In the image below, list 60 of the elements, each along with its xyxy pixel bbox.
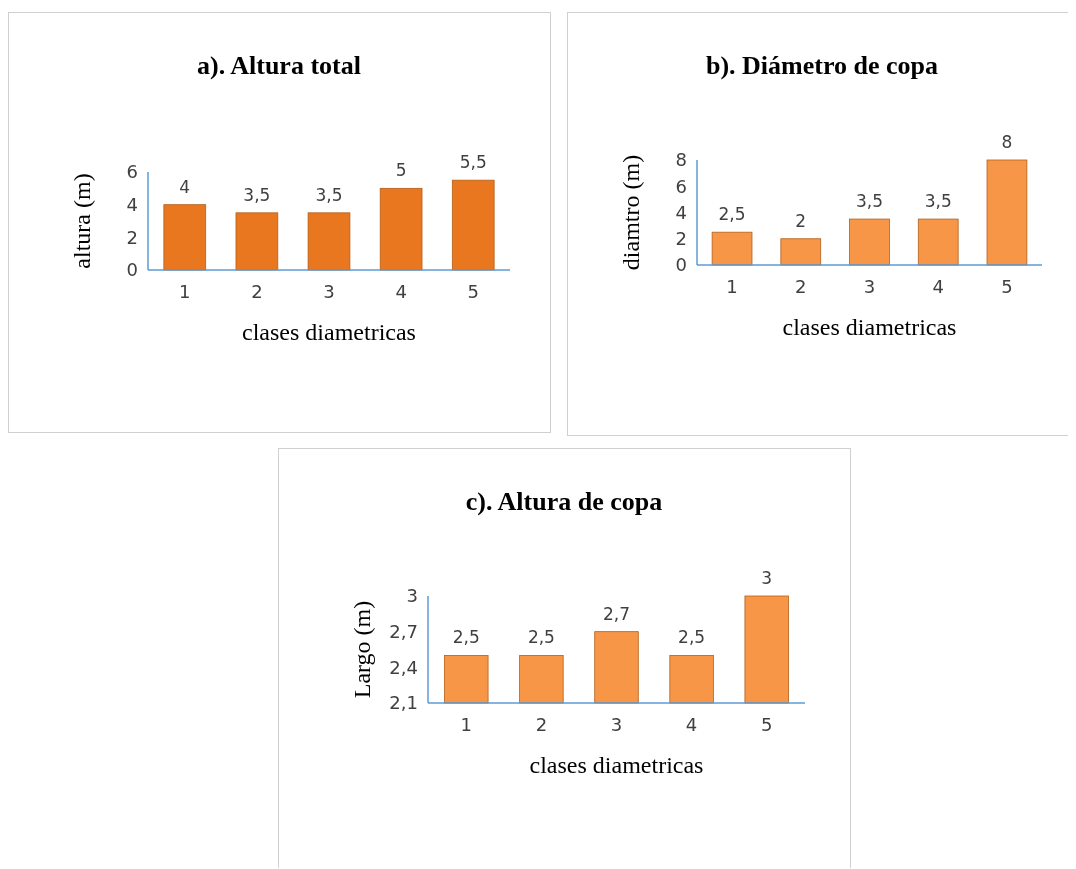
x-tick-label: 1 (726, 276, 738, 297)
y-tick-label: 2,7 (389, 620, 418, 642)
y-tick-label: 4 (675, 201, 687, 223)
x-tick-label: 1 (460, 714, 473, 735)
y-axis-title: Largo (m) (349, 600, 375, 699)
data-label: 3,5 (924, 191, 952, 212)
y-tick-label: 2,4 (389, 656, 418, 678)
x-tick-label: 2 (795, 276, 807, 297)
data-label: 3 (761, 568, 773, 588)
x-axis-title: clases diametricas (529, 752, 704, 778)
x-tick-label: 1 (179, 281, 191, 302)
x-axis-title: clases diametricas (242, 319, 416, 345)
x-tick-label: 2 (535, 714, 548, 735)
data-label: 2,7 (602, 603, 631, 624)
data-label: 4 (179, 176, 191, 197)
x-tick-label: 3 (323, 281, 335, 302)
data-label: 2,5 (718, 204, 746, 225)
bar (451, 179, 495, 271)
y-tick-label: 6 (675, 175, 687, 197)
data-label: 5,5 (459, 152, 487, 173)
data-label: 2,5 (452, 627, 480, 648)
bar (917, 218, 959, 266)
x-tick-label: 5 (467, 281, 479, 302)
bar (986, 159, 1028, 266)
x-axis-title: clases diametricas (782, 314, 957, 340)
bar (235, 212, 279, 271)
data-label: 3,5 (243, 184, 271, 205)
y-tick-label: 2 (675, 228, 687, 250)
data-label: 3,5 (855, 191, 884, 212)
y-axis-title: diamtro (m) (618, 154, 644, 271)
chart-title: a). Altura total (197, 51, 361, 80)
bar (307, 212, 351, 271)
x-tick-label: 5 (760, 714, 773, 735)
y-tick-label: 6 (126, 161, 138, 183)
y-tick-label: 2,1 (389, 692, 418, 714)
data-label: 2 (795, 210, 807, 231)
x-tick-label: 2 (251, 281, 263, 302)
x-tick-label: 3 (610, 714, 623, 735)
bar (711, 231, 753, 266)
data-label: 2,5 (527, 627, 555, 648)
x-tick-label: 4 (932, 276, 944, 297)
y-tick-label: 0 (126, 259, 138, 281)
y-tick-label: 2 (126, 226, 138, 248)
data-label: 8 (1001, 132, 1013, 152)
y-tick-label: 4 (126, 193, 138, 215)
x-tick-label: 3 (863, 276, 876, 297)
y-axis-title: altura (m) (69, 173, 95, 269)
data-label: 3,5 (315, 184, 343, 205)
y-tick-label: 0 (675, 254, 687, 276)
data-label: 5 (395, 160, 407, 181)
x-tick-label: 5 (1001, 276, 1013, 297)
bar (780, 238, 822, 266)
data-label: 2,5 (678, 627, 706, 648)
bar (849, 218, 890, 266)
y-tick-label: 8 (675, 149, 687, 171)
chart-title: c). Altura de copa (465, 487, 663, 516)
bar (163, 204, 207, 271)
bar (379, 187, 423, 271)
chart-title: b). Diámetro de copa (705, 51, 939, 80)
y-tick-label: 3 (406, 585, 418, 607)
